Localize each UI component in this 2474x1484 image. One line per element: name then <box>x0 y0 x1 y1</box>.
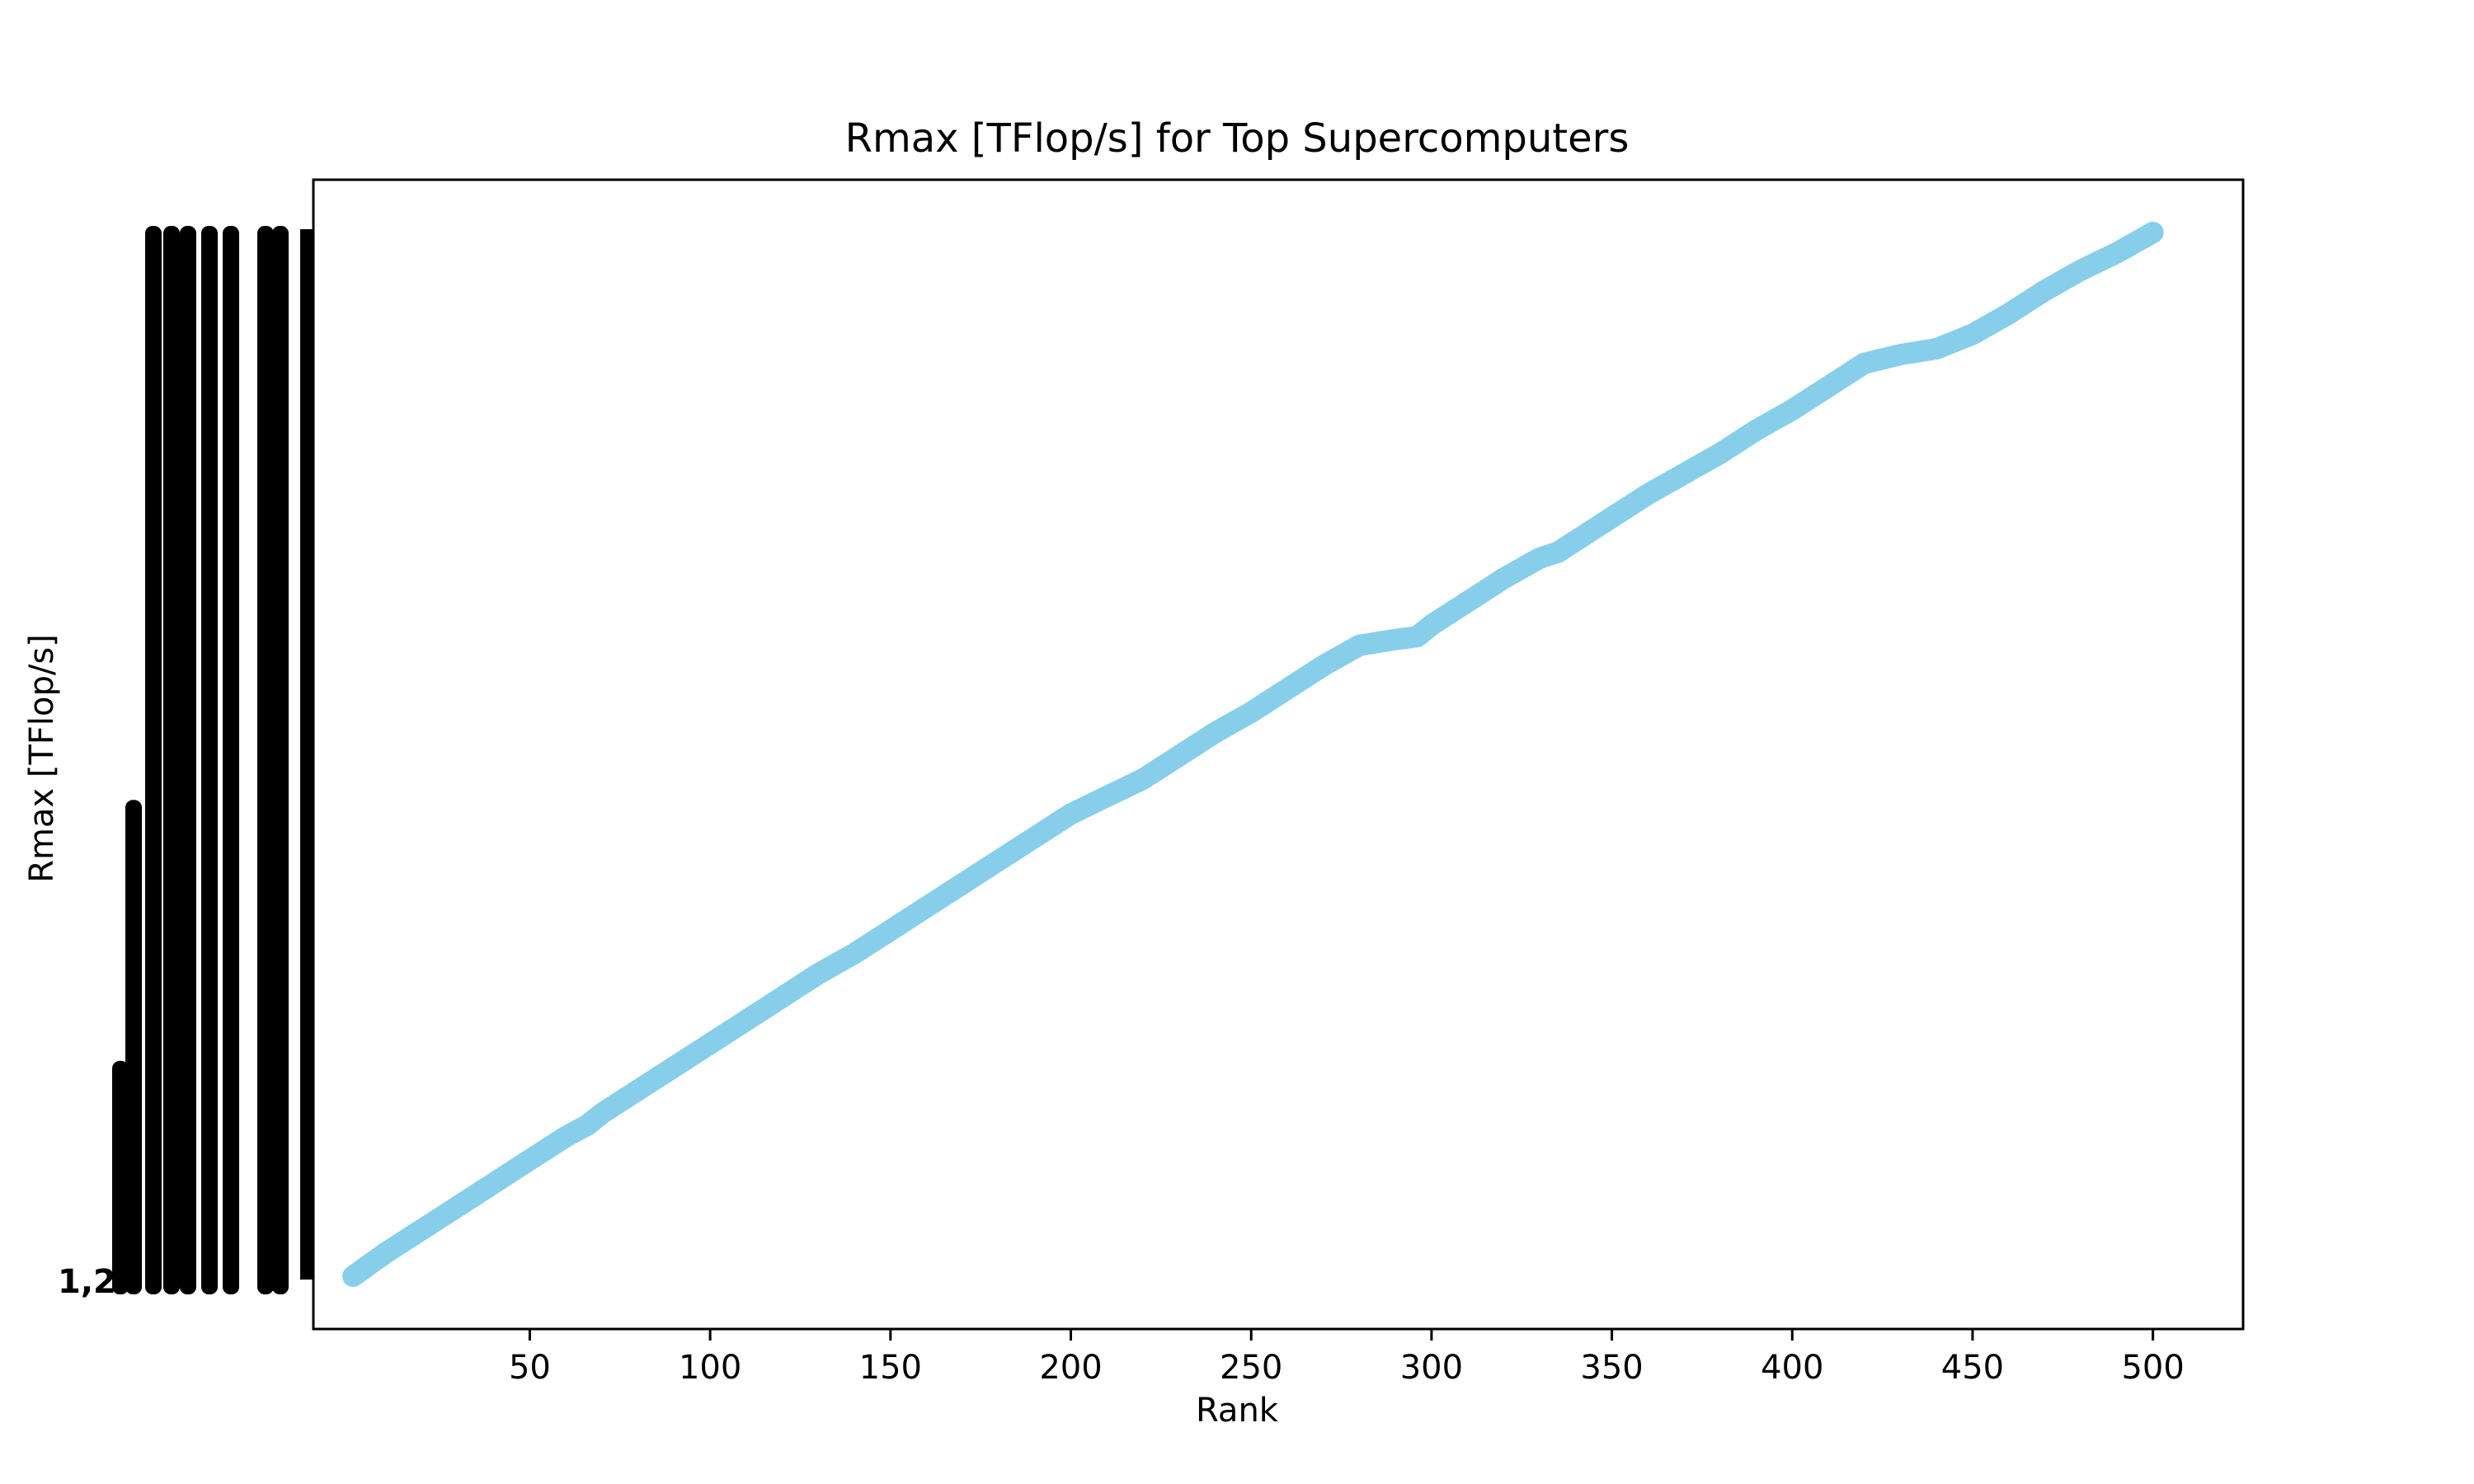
x-tick-label: 50 <box>509 1349 551 1387</box>
y-tick-label-cluster <box>272 226 289 1294</box>
y-tick-label-cluster <box>112 1060 129 1294</box>
x-tick-label: 200 <box>1039 1349 1102 1387</box>
x-tick-label: 500 <box>2121 1349 2184 1387</box>
y-tick-labels <box>112 226 289 1294</box>
y-tick-label-cluster <box>125 800 142 1294</box>
y-tick-label-cluster <box>257 226 274 1294</box>
y-tick-label-cluster <box>145 226 162 1294</box>
y-tick-label-cluster <box>180 226 196 1294</box>
x-tick-label: 300 <box>1400 1349 1463 1387</box>
x-tick-label: 450 <box>1941 1349 2004 1387</box>
y-tick-label-cluster <box>201 226 218 1294</box>
x-tick-label: 250 <box>1220 1349 1282 1387</box>
x-tick-label: 150 <box>859 1349 922 1387</box>
x-tick-label: 400 <box>1761 1349 1823 1387</box>
y-tick-marks <box>300 229 313 1280</box>
x-tick-label: 350 <box>1580 1349 1643 1387</box>
x-tick-label: 100 <box>679 1349 741 1387</box>
plot-frame <box>312 178 2245 1331</box>
y-tick-label-cluster <box>223 226 239 1294</box>
series-line <box>342 222 2164 1287</box>
y-tick-label: 1,2 <box>58 1263 116 1301</box>
x-axis-label: Rank <box>1196 1392 1278 1430</box>
chart-title: Rmax [TFlop/s] for Top Supercomputers <box>844 115 1630 162</box>
y-tick-label-cluster <box>163 226 180 1294</box>
